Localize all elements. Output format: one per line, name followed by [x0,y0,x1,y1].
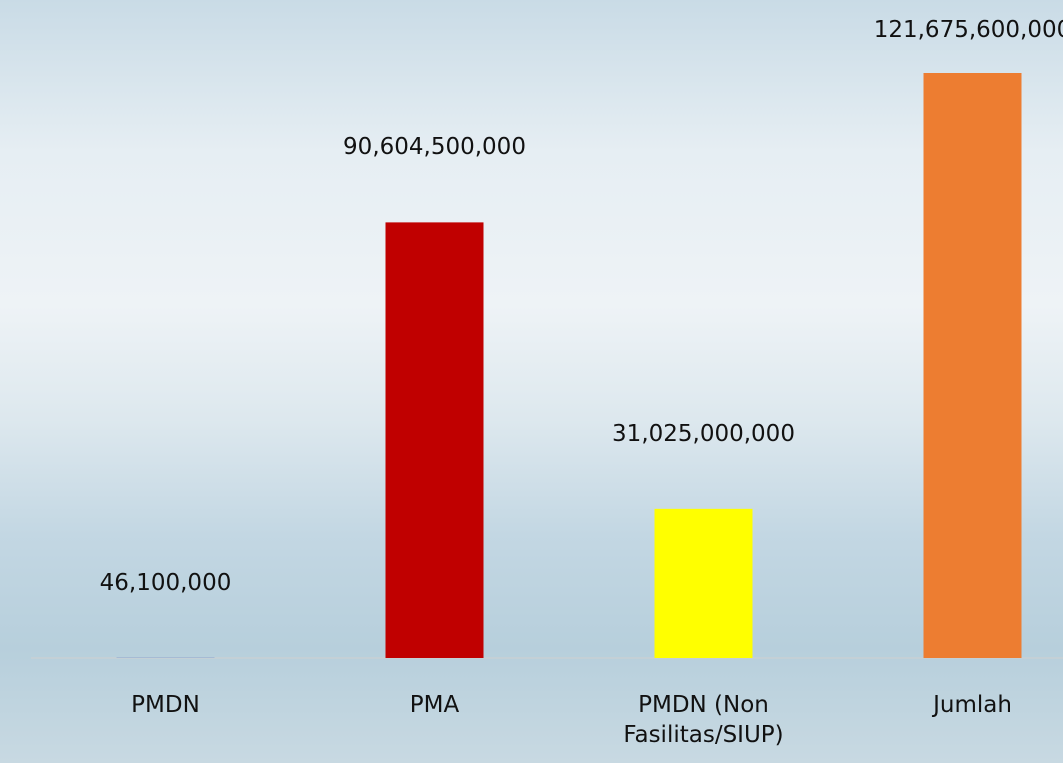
x-tick-label: PMA [409,692,460,718]
value-label: 46,100,000 [99,569,232,596]
bar [654,508,753,658]
value-label: 121,675,600,000 [873,17,1063,43]
x-tick-label: PMDN (Non Fasilitas/SIUP) [623,692,784,748]
x-tick-label: PMDN [131,692,200,718]
bar [385,222,484,659]
x-tick-label: Jumlah [933,692,1012,718]
value-label: 31,025,000,000 [612,420,795,447]
bar [923,73,1022,658]
value-label: 90,604,500,000 [343,134,526,161]
